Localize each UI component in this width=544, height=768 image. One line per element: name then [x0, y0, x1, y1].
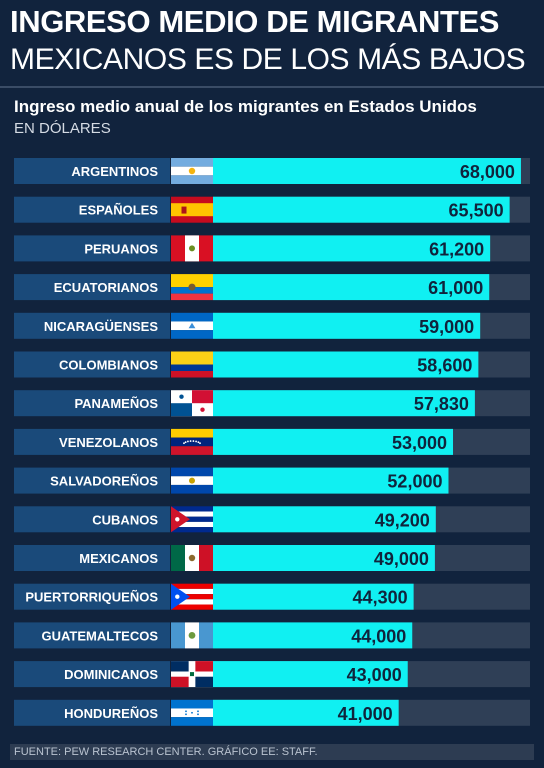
bar [213, 312, 481, 339]
bar [213, 235, 491, 262]
bar-row: GUATEMALTECOS 44,000 [14, 622, 530, 649]
bar-row: PERUANOS 61,200 [14, 235, 530, 262]
category-label-box [14, 235, 170, 262]
puerto-rico-flag [171, 583, 213, 610]
category-label: NICARAGÜENSES [44, 319, 158, 334]
value-label: 41,000 [338, 704, 393, 724]
source-footer: FUENTE: PEW RESEARCH CENTER. GRÁFICO EE:… [10, 744, 534, 760]
cuba-flag [171, 506, 213, 533]
guatemala-flag [171, 622, 213, 649]
bar [213, 467, 449, 494]
nicaragua-flag [171, 312, 213, 339]
category-label: PANAMEÑOS [74, 396, 158, 411]
value-label: 44,000 [351, 626, 406, 646]
bar [213, 196, 510, 223]
category-label: HONDUREÑOS [64, 706, 158, 721]
category-label-box [14, 390, 170, 417]
bar [213, 699, 399, 726]
bar [213, 158, 521, 184]
bar-row: ARGENTINOS 68,000 [14, 158, 530, 184]
spain-flag [171, 196, 213, 223]
bar [213, 351, 479, 378]
bar-row: NICARAGÜENSES 59,000 [14, 312, 530, 339]
category-label: ESPAÑOLES [79, 203, 159, 218]
value-label: 44,300 [353, 588, 408, 608]
colombia-flag [171, 351, 213, 378]
category-label-box [14, 351, 170, 378]
category-label: PERUANOS [84, 241, 158, 256]
bar [213, 428, 454, 455]
panama-flag [171, 390, 213, 417]
category-label: ECUATORIANOS [54, 280, 159, 295]
value-label: 59,000 [419, 317, 474, 337]
category-label-box [14, 622, 170, 649]
peru-flag [171, 235, 213, 262]
category-label: COLOMBIANOS [59, 358, 158, 373]
bar-row: PANAMEÑOS 57,830 [14, 390, 530, 417]
category-label-box [14, 274, 170, 301]
bar-row: SALVADOREÑOS 52,000 [14, 467, 530, 494]
bar-row: ESPAÑOLES 65,500 [14, 196, 530, 223]
argentina-flag [171, 158, 213, 184]
category-label: GUATEMALTECOS [41, 628, 158, 643]
bar [213, 390, 475, 417]
bar-row: DOMINICANOS 43,000 [14, 661, 530, 688]
el-salvador-flag [171, 467, 213, 494]
venezuela-flag [171, 428, 213, 455]
bar [213, 545, 435, 571]
category-label-box [14, 467, 170, 494]
category-label-box [14, 312, 170, 339]
value-label: 49,000 [374, 549, 429, 569]
category-label: DOMINICANOS [64, 667, 158, 682]
category-label: VENEZOLANOS [59, 435, 158, 450]
category-label-box [14, 428, 170, 455]
header-divider [0, 86, 544, 88]
category-label: SALVADOREÑOS [50, 474, 158, 489]
chart-unit-label: EN DÓLARES [14, 120, 111, 137]
value-label: 61,200 [429, 239, 484, 259]
value-label: 49,200 [375, 510, 430, 530]
category-label-box [14, 506, 170, 533]
bar [213, 274, 490, 301]
bar-row: PUERTORRIQUEÑOS 44,300 [14, 583, 530, 610]
honduras-flag [171, 699, 213, 726]
chart-subtitle: Ingreso medio anual de los migrantes en … [14, 97, 477, 116]
category-label: CUBANOS [92, 512, 158, 527]
bar-row: COLOMBIANOS 58,600 [14, 351, 530, 378]
mexico-flag [171, 545, 213, 571]
category-label-box [14, 196, 170, 223]
dominican-republic-flag [171, 661, 213, 688]
bar [213, 506, 436, 533]
category-label: MEXICANOS [79, 551, 158, 566]
value-label: 43,000 [347, 665, 402, 685]
value-label: 52,000 [387, 472, 442, 492]
bar-row: HONDUREÑOS 41,000 [14, 699, 530, 726]
bar [213, 583, 414, 610]
bar [213, 622, 413, 649]
bar-row: VENEZOLANOS 53,000 [14, 428, 530, 455]
value-label: 57,830 [414, 394, 469, 414]
bar-row: CUBANOS 49,200 [14, 506, 530, 533]
value-label: 58,600 [417, 356, 472, 376]
value-label: 68,000 [460, 162, 515, 182]
bar-row: MEXICANOS 49,000 [14, 545, 530, 571]
bar-row: ECUATORIANOS 61,000 [14, 274, 530, 301]
category-label: PUERTORRIQUEÑOS [25, 590, 158, 605]
ecuador-flag [171, 274, 213, 301]
headline-line-1: INGRESO MEDIO DE MIGRANTES [10, 4, 500, 39]
category-label-box [14, 545, 170, 571]
category-label-box [14, 661, 170, 688]
value-label: 53,000 [392, 433, 447, 453]
bar [213, 661, 408, 688]
category-label-box [14, 583, 170, 610]
headline-line-2: MEXICANOS ES DE LOS MÁS BAJOS [10, 43, 526, 76]
category-label-box [14, 699, 170, 726]
value-label: 61,000 [428, 278, 483, 298]
value-label: 65,500 [449, 201, 504, 221]
category-label-box [14, 158, 170, 184]
category-label: ARGENTINOS [71, 164, 158, 179]
